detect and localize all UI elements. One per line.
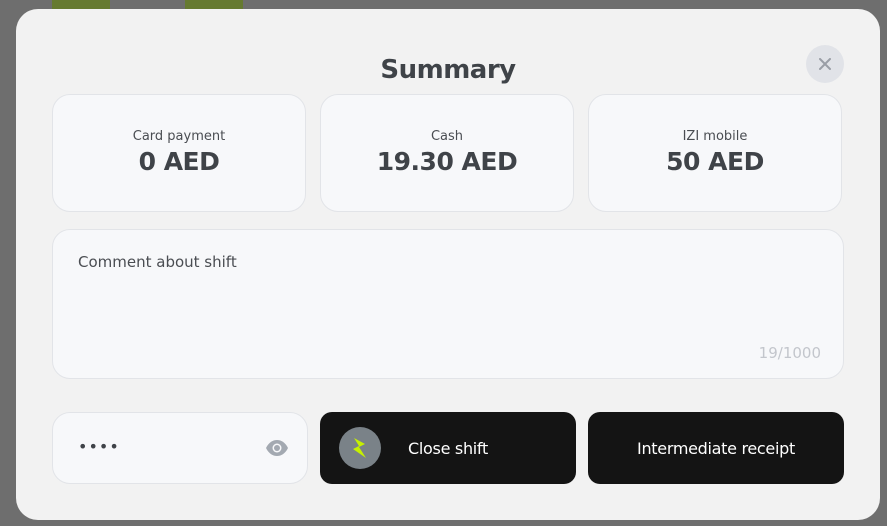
password-value: •••• (78, 437, 120, 456)
lightning-icon (339, 427, 381, 469)
close-button[interactable] (806, 45, 844, 83)
summary-modal: Summary Card payment 0 AED Cash 19.30 AE… (16, 9, 880, 520)
card-value: 19.30 AED (376, 147, 518, 176)
background-element (185, 0, 243, 9)
close-shift-button[interactable]: Close shift (320, 412, 576, 484)
character-counter: 19/1000 (758, 344, 821, 362)
close-icon (819, 58, 831, 70)
close-shift-label: Close shift (408, 438, 488, 458)
cash-summary: Cash 19.30 AED (320, 94, 574, 212)
card-value: 50 AED (666, 147, 764, 176)
card-payment-summary: Card payment 0 AED (52, 94, 306, 212)
intermediate-receipt-label: Intermediate receipt (637, 438, 795, 458)
modal-title: Summary (380, 55, 516, 85)
comment-placeholder: Comment about shift (78, 253, 237, 271)
card-label: IZI mobile (682, 129, 748, 144)
card-label: Cash (430, 129, 464, 144)
comment-textarea[interactable]: Comment about shift 19/1000 (52, 229, 844, 379)
card-label: Card payment (132, 129, 226, 144)
izi-mobile-summary: IZI mobile 50 AED (588, 94, 842, 212)
background-element (52, 0, 110, 9)
intermediate-receipt-button[interactable]: Intermediate receipt (588, 412, 844, 484)
eye-icon[interactable] (265, 439, 289, 457)
password-input[interactable]: •••• (52, 412, 308, 484)
card-value: 0 AED (138, 147, 220, 176)
